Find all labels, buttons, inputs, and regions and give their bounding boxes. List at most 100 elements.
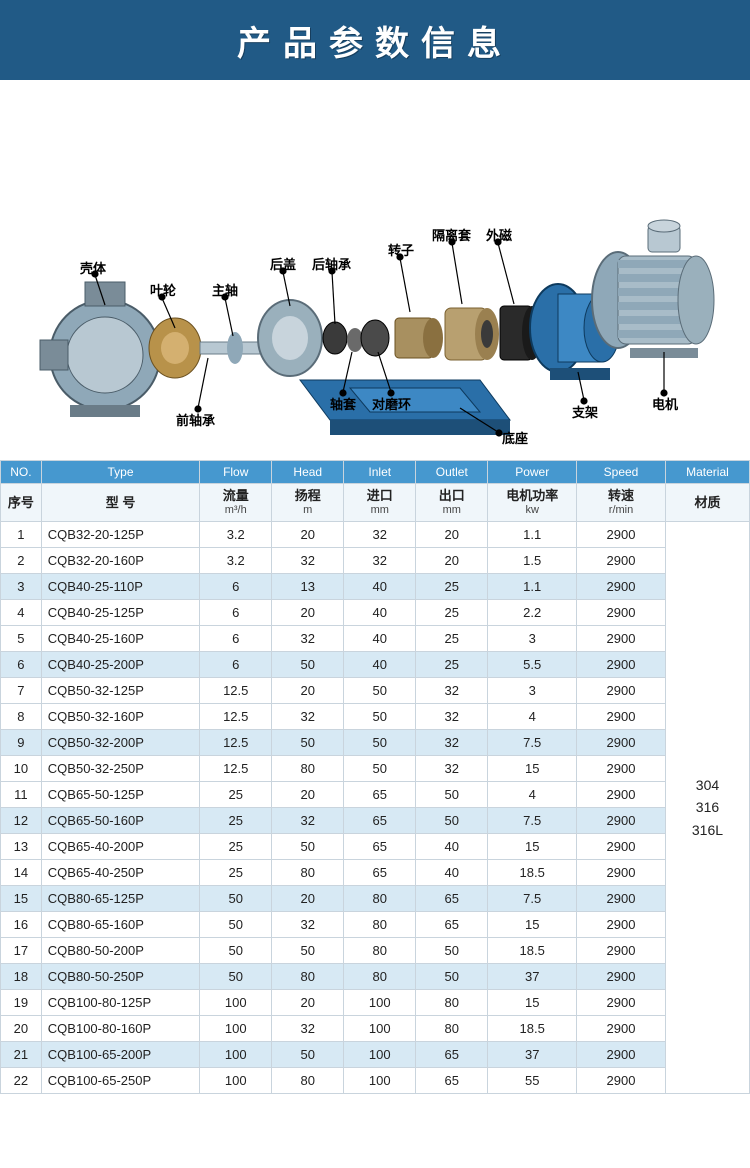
- cell: 4: [488, 704, 577, 730]
- cell: 80: [344, 912, 416, 938]
- cell: 14: [1, 860, 42, 886]
- cell: 55: [488, 1068, 577, 1094]
- label-zhuzhou: 主轴: [212, 280, 238, 299]
- cell: 2900: [577, 574, 666, 600]
- cell: 20: [272, 522, 344, 548]
- cell: 32: [272, 704, 344, 730]
- table-row: 18CQB80-50-250P50808050372900: [1, 964, 750, 990]
- cell: 18.5: [488, 860, 577, 886]
- label-houzhoucheng: 后轴承: [312, 254, 351, 273]
- cell: 20: [272, 886, 344, 912]
- cell: 15: [488, 756, 577, 782]
- cell: 20: [272, 678, 344, 704]
- table-row: 16CQB80-65-160P50328065152900: [1, 912, 750, 938]
- table-row: 15CQB80-65-125P502080657.52900: [1, 886, 750, 912]
- cell: 80: [416, 1016, 488, 1042]
- label-zhuanzi: 转子: [388, 240, 414, 259]
- cell: CQB40-25-110P: [41, 574, 199, 600]
- cell: 50: [344, 704, 416, 730]
- cell: 50: [200, 912, 272, 938]
- cell: 3: [488, 678, 577, 704]
- cell: CQB65-50-160P: [41, 808, 199, 834]
- label-hougai: 后盖: [270, 254, 296, 273]
- cell: 37: [488, 1042, 577, 1068]
- col-header-zh: 材质: [665, 484, 749, 522]
- cell: 25: [416, 574, 488, 600]
- cell: CQB65-40-250P: [41, 860, 199, 886]
- cell: 80: [272, 1068, 344, 1094]
- cell: 15: [488, 912, 577, 938]
- cell: CQB80-65-160P: [41, 912, 199, 938]
- cell: 2900: [577, 626, 666, 652]
- col-header-en: Speed: [577, 461, 666, 484]
- cell: 50: [272, 652, 344, 678]
- cell: 18: [1, 964, 42, 990]
- cell: CQB100-65-200P: [41, 1042, 199, 1068]
- table-row: 7CQB50-32-125P12.520503232900: [1, 678, 750, 704]
- cell: 32: [416, 704, 488, 730]
- cell: 50: [416, 938, 488, 964]
- cell: 32: [416, 730, 488, 756]
- label-zhijia: 支架: [572, 402, 598, 421]
- cell: 20: [272, 990, 344, 1016]
- col-header-zh: 转速r/min: [577, 484, 666, 522]
- table-row: 2CQB32-20-160P3.23232201.52900: [1, 548, 750, 574]
- cell: 100: [200, 990, 272, 1016]
- cell: CQB65-50-125P: [41, 782, 199, 808]
- cell: CQB80-65-125P: [41, 886, 199, 912]
- table-row: 6CQB40-25-200P65040255.52900: [1, 652, 750, 678]
- cell: CQB40-25-125P: [41, 600, 199, 626]
- cell: 25: [200, 834, 272, 860]
- cell: 80: [272, 964, 344, 990]
- cell: 20: [416, 522, 488, 548]
- cell: 12.5: [200, 678, 272, 704]
- cell: 50: [416, 964, 488, 990]
- cell: 50: [200, 938, 272, 964]
- cell: 18.5: [488, 1016, 577, 1042]
- col-header-zh: 流量m³/h: [200, 484, 272, 522]
- table-row: 17CQB80-50-200P5050805018.52900: [1, 938, 750, 964]
- label-qianzhoucheng: 前轴承: [176, 410, 215, 429]
- cell: 100: [200, 1042, 272, 1068]
- cell: 40: [344, 652, 416, 678]
- cell: 25: [416, 626, 488, 652]
- cell: 2900: [577, 704, 666, 730]
- cell: 2900: [577, 886, 666, 912]
- cell: 3.2: [200, 522, 272, 548]
- col-header-zh: 扬程m: [272, 484, 344, 522]
- cell: 65: [416, 1068, 488, 1094]
- cell: 6: [200, 574, 272, 600]
- cell: 12: [1, 808, 42, 834]
- exploded-diagram: 壳体 叶轮 主轴 后盖 后轴承 转子 隔离套 外磁 前轴承 轴套 对磨环 底座 …: [0, 80, 750, 460]
- cell: 25: [200, 782, 272, 808]
- table-row: 13CQB65-40-200P25506540152900: [1, 834, 750, 860]
- cell: 17: [1, 938, 42, 964]
- col-header-en: Type: [41, 461, 199, 484]
- cell: 80: [416, 990, 488, 1016]
- cell: 2.2: [488, 600, 577, 626]
- cell: 2900: [577, 756, 666, 782]
- label-dianji: 电机: [652, 394, 678, 413]
- spec-table: NO.TypeFlowHeadInletOutletPowerSpeedMate…: [0, 460, 750, 1094]
- col-header-zh: 进口mm: [344, 484, 416, 522]
- cell: 3.2: [200, 548, 272, 574]
- label-keti: 壳体: [80, 258, 106, 277]
- table-row: 11CQB65-50-125P2520655042900: [1, 782, 750, 808]
- cell: 50: [344, 678, 416, 704]
- cell: 32: [272, 912, 344, 938]
- cell: 1: [1, 522, 42, 548]
- col-header-en: Flow: [200, 461, 272, 484]
- cell: 2900: [577, 808, 666, 834]
- cell: 2: [1, 548, 42, 574]
- cell: 50: [344, 756, 416, 782]
- cell: 5.5: [488, 652, 577, 678]
- table-row: 12CQB65-50-160P253265507.52900: [1, 808, 750, 834]
- cell: 50: [272, 938, 344, 964]
- table-row: 3CQB40-25-110P61340251.12900: [1, 574, 750, 600]
- cell: 6: [200, 652, 272, 678]
- cell: 65: [344, 782, 416, 808]
- cell: 40: [416, 834, 488, 860]
- cell: 50: [200, 886, 272, 912]
- cell: 100: [200, 1016, 272, 1042]
- col-header-zh: 出口mm: [416, 484, 488, 522]
